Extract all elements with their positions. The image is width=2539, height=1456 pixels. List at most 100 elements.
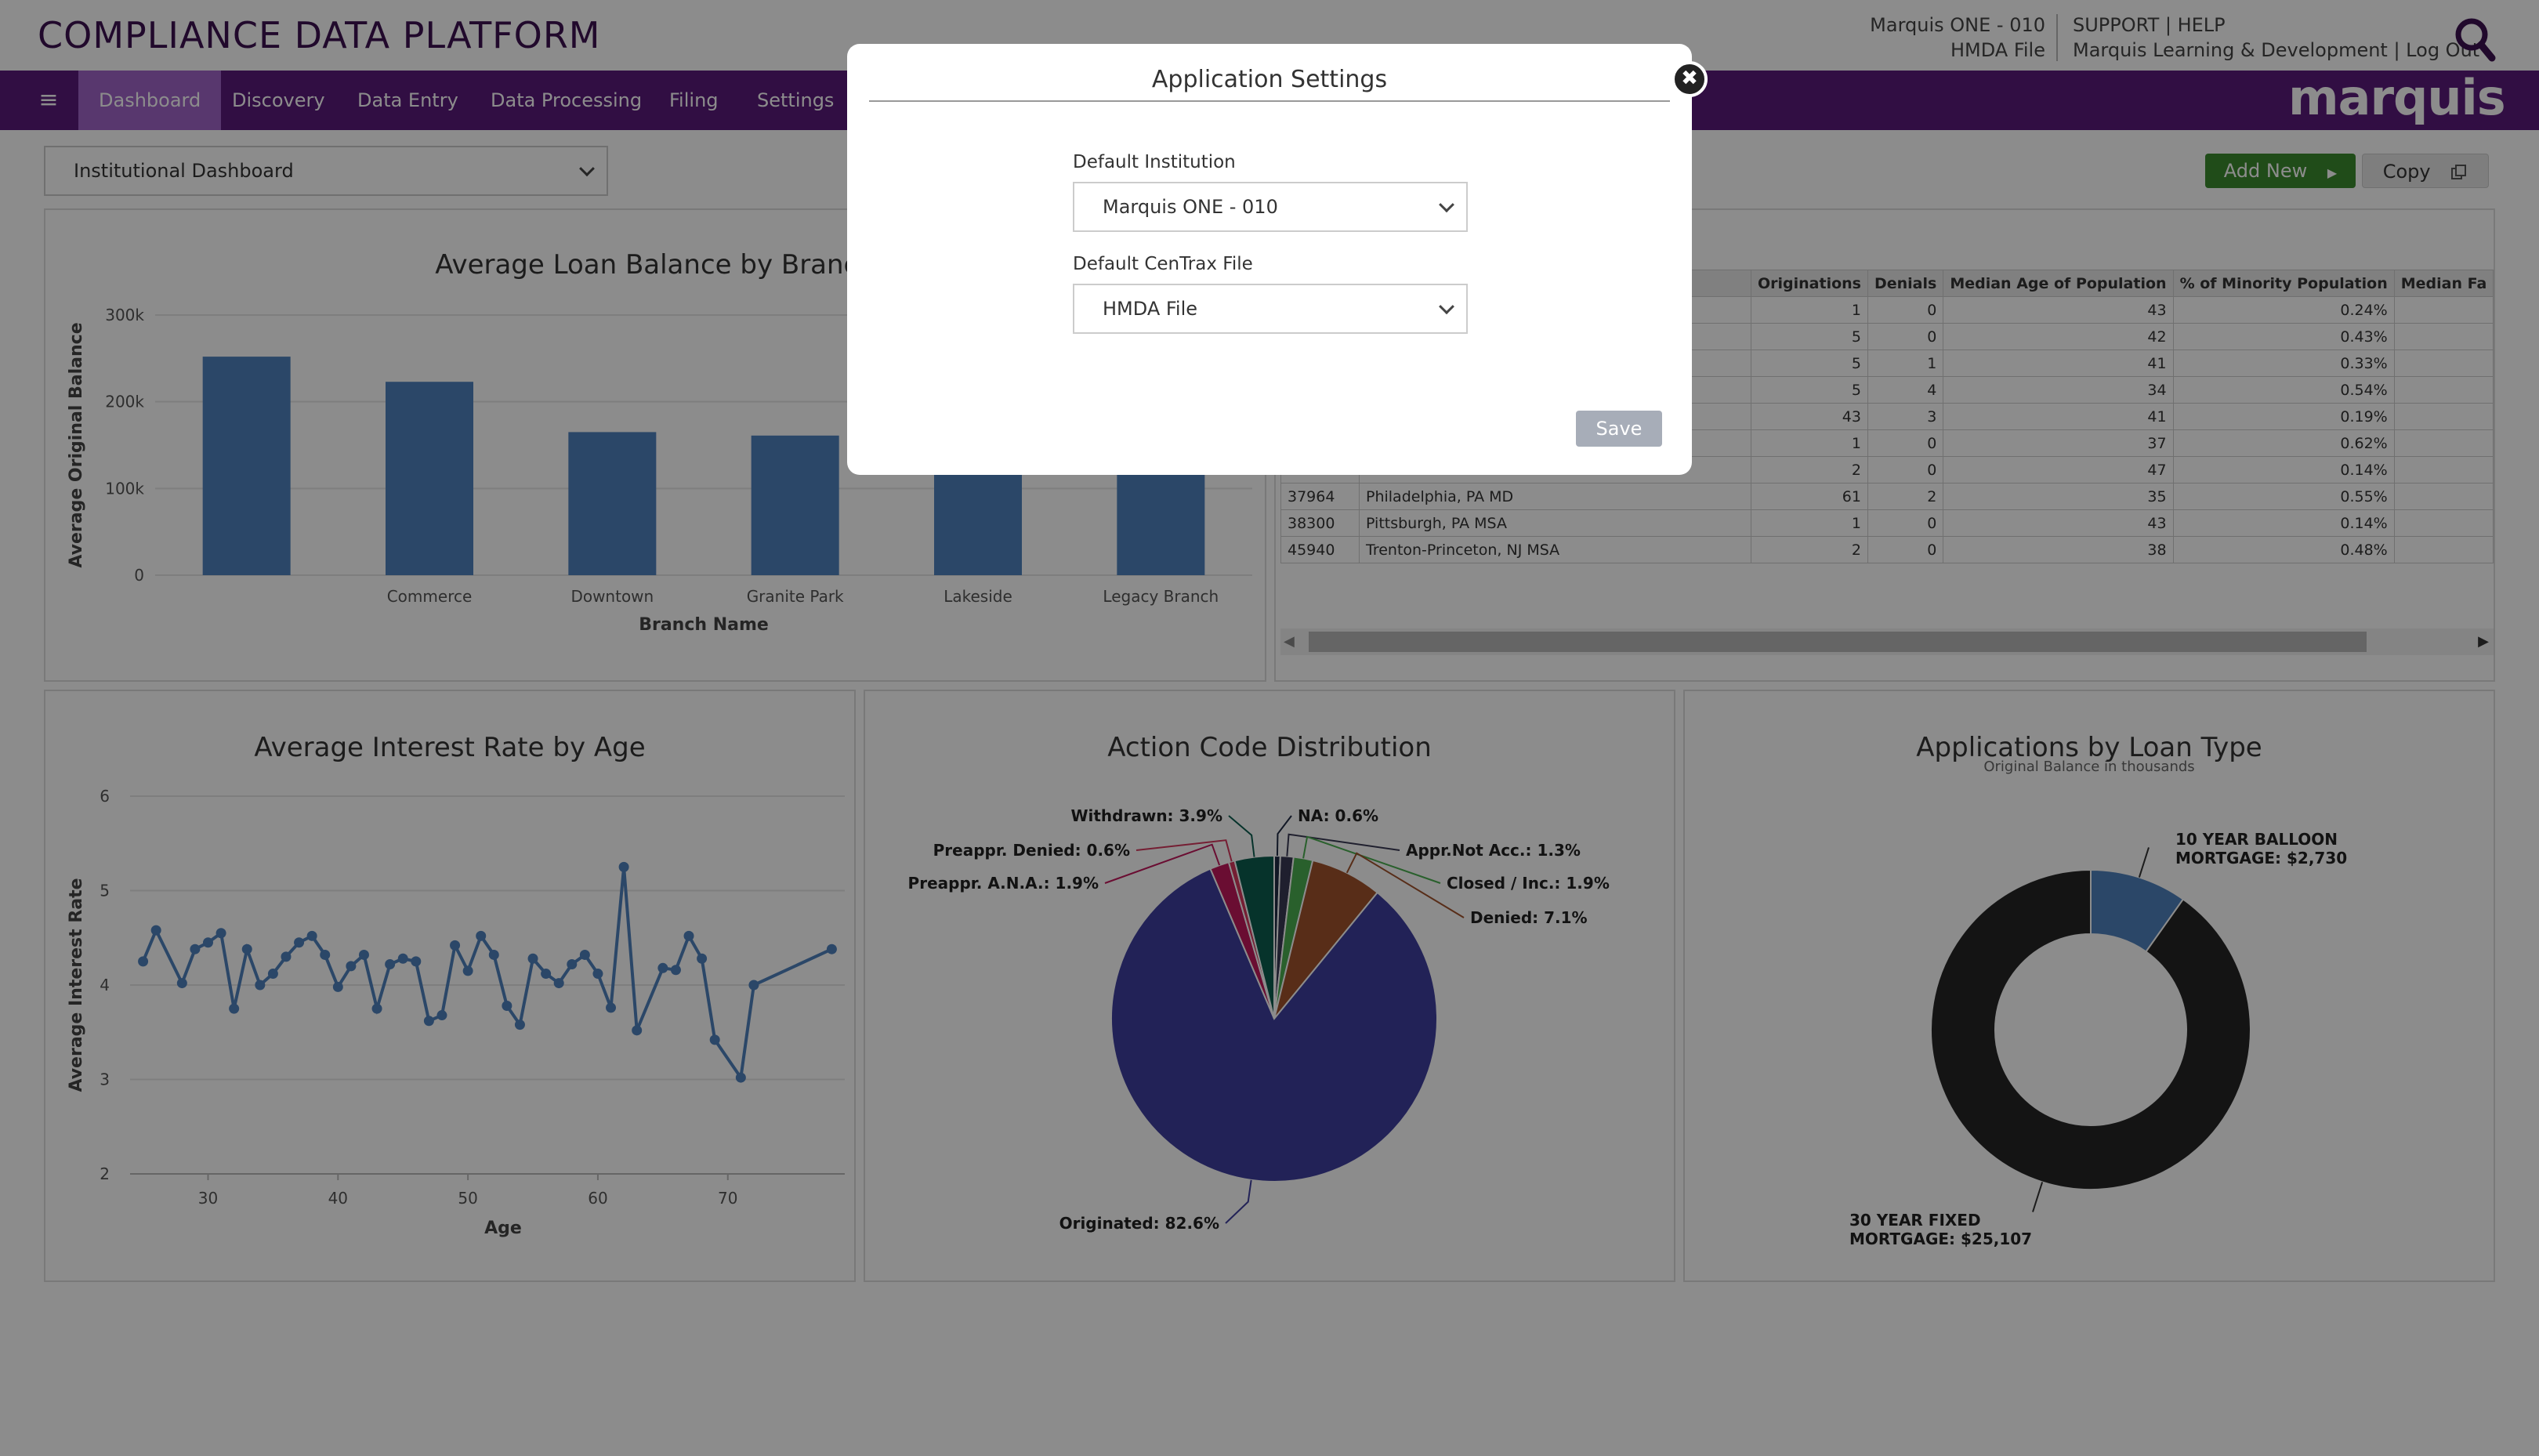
- save-button[interactable]: Save: [1576, 411, 1662, 447]
- data-point: [632, 1025, 643, 1036]
- scroll-left-icon[interactable]: ◀: [1284, 633, 1295, 650]
- y-tick-label: 3: [100, 1070, 110, 1089]
- column-header[interactable]: % of Minority Population: [2172, 270, 2395, 297]
- table-cell: 4: [1867, 376, 1944, 404]
- data-point: [397, 953, 408, 964]
- loan-balance-chart: 0 100k 200k 300k Commerce Downtown Granite Par…: [67, 306, 1252, 635]
- copy-button[interactable]: Copy: [2362, 154, 2489, 188]
- app-title: COMPLIANCE DATA PLATFORM: [38, 14, 601, 56]
- marquis-logo: marquis: [2288, 69, 2506, 126]
- table-cell: 5: [1751, 323, 1868, 350]
- add-new-button[interactable]: Add New ▶: [2205, 154, 2356, 188]
- y-tick-label: 4: [100, 976, 110, 994]
- nav-discovery[interactable]: Discovery: [232, 89, 325, 111]
- data-point: [606, 1002, 617, 1013]
- table-cell: 5: [1751, 350, 1868, 377]
- table-cell: 47: [1943, 456, 2174, 484]
- add-new-label: Add New: [2223, 160, 2308, 182]
- table-cell: 0: [1867, 323, 1944, 350]
- table-cell: 0.14%: [2172, 509, 2395, 537]
- table-cell: 35: [1943, 483, 2174, 510]
- column-header[interactable]: Median Fa: [2393, 270, 2494, 297]
- table-cell: 3: [1867, 403, 1944, 430]
- column-header[interactable]: Denials: [1867, 270, 1944, 297]
- default-file-select[interactable]: HMDA File: [1073, 284, 1468, 334]
- current-file[interactable]: HMDA File: [1950, 39, 2045, 61]
- table-cell: 0: [1867, 429, 1944, 457]
- table-cell: 0.62%: [2172, 429, 2395, 457]
- data-point: [411, 956, 422, 967]
- table-cell: 0.14%: [2172, 456, 2395, 484]
- table-row[interactable]: 38300 Pittsburgh, PA MSA 1 0 43 0.14%: [1280, 509, 2494, 537]
- data-point: [190, 944, 201, 954]
- current-institution[interactable]: Marquis ONE - 010: [1870, 14, 2045, 36]
- action-code-chart: NA: 0.6% Appr.Not Acc.: 1.3% Closed / Inc.…: [908, 806, 1610, 1233]
- data-point: [436, 1010, 447, 1021]
- default-institution-select[interactable]: Marquis ONE - 010: [1073, 182, 1468, 232]
- column-header[interactable]: Median Age of Population: [1943, 270, 2174, 297]
- nav-dashboard[interactable]: Dashboard: [78, 71, 222, 130]
- interest-rate-title: Average Interest Rate by Age: [254, 732, 646, 763]
- nav-data-processing[interactable]: Data Processing: [491, 89, 643, 111]
- data-point: [670, 965, 681, 976]
- chevron-down-icon: [1439, 299, 1454, 315]
- data-point: [385, 958, 396, 969]
- chevron-down-icon: [1439, 197, 1454, 213]
- user-links[interactable]: Marquis Learning & Development | Log Out: [2073, 39, 2480, 61]
- data-point: [826, 944, 837, 954]
- default-file-label: Default CenTrax File: [1073, 254, 1253, 274]
- pie-label: Withdrawn: 3.9%: [1070, 806, 1222, 825]
- data-point: [306, 930, 317, 941]
- nav-settings[interactable]: Settings: [757, 89, 835, 111]
- pie-label: Closed / Inc.: 1.9%: [1447, 874, 1610, 893]
- table-cell: [2393, 509, 2494, 537]
- table-cell: Philadelphia, PA MD: [1359, 483, 1751, 510]
- table-cell: [2393, 376, 2494, 404]
- data-point: [697, 953, 708, 964]
- nav-filing[interactable]: Filing: [669, 89, 719, 111]
- data-point: [657, 962, 668, 973]
- table-row[interactable]: 45940 Trenton-Princeton, NJ MSA 2 0 38 0.48%: [1280, 536, 2494, 563]
- pie-label: Preappr. Denied: 0.6%: [933, 841, 1130, 860]
- data-point: [579, 949, 590, 960]
- table-cell: 0: [1867, 456, 1944, 484]
- dashboard-select[interactable]: Institutional Dashboard: [44, 146, 608, 196]
- data-point: [462, 965, 473, 976]
- table-cell: 38: [1943, 536, 2174, 563]
- scrollbar-thumb[interactable]: [1309, 632, 2367, 652]
- table-cell: 0.54%: [2172, 376, 2395, 404]
- donut-label-line1: 30 YEAR FIXED: [1849, 1211, 1981, 1230]
- header-links: SUPPORT | HELP Marquis Learning & Develo…: [2073, 13, 2479, 63]
- pie-label: Preappr. A.N.A.: 1.9%: [908, 874, 1099, 893]
- data-point: [709, 1034, 720, 1045]
- table-row[interactable]: 37964 Philadelphia, PA MD 61 2 35 0.55%: [1280, 483, 2494, 510]
- x-tick-label: 30: [198, 1189, 218, 1208]
- column-header[interactable]: Originations: [1751, 270, 1868, 297]
- horizontal-scrollbar[interactable]: ◀ ▶: [1280, 628, 2494, 655]
- interest-rate-chart: 2 3 4 5 6 30 40 50 60 70 Age Average Interest Rate: [67, 787, 845, 1238]
- data-point: [553, 978, 564, 989]
- data-point: [371, 1003, 382, 1014]
- data-point: [255, 980, 266, 991]
- pie-connector: [1104, 843, 1221, 884]
- scroll-right-icon[interactable]: ▶: [2478, 633, 2489, 650]
- data-point: [241, 944, 252, 954]
- data-point: [358, 949, 369, 960]
- table-cell: [2393, 429, 2494, 457]
- donut-slice: [1930, 868, 2251, 1190]
- x-tick-label: Lakeside: [944, 587, 1012, 606]
- search-icon[interactable]: [2453, 16, 2497, 63]
- default-institution-value: Marquis ONE - 010: [1103, 196, 1278, 218]
- table-cell: 37964: [1280, 483, 1360, 510]
- y-tick-label: 100k: [105, 479, 144, 498]
- header-divider: [2056, 14, 2058, 61]
- pie-connector: [1302, 835, 1441, 884]
- support-help-links[interactable]: SUPPORT | HELP: [2073, 14, 2226, 36]
- nav-data-entry[interactable]: Data Entry: [357, 89, 458, 111]
- close-modal-button[interactable]: ✖: [1672, 61, 1708, 97]
- hamburger-menu-icon[interactable]: ≡: [38, 86, 59, 114]
- bar: [202, 357, 291, 575]
- table-cell: [2393, 350, 2494, 377]
- table-cell: 1: [1751, 296, 1868, 324]
- x-tick-label: 50: [458, 1189, 477, 1208]
